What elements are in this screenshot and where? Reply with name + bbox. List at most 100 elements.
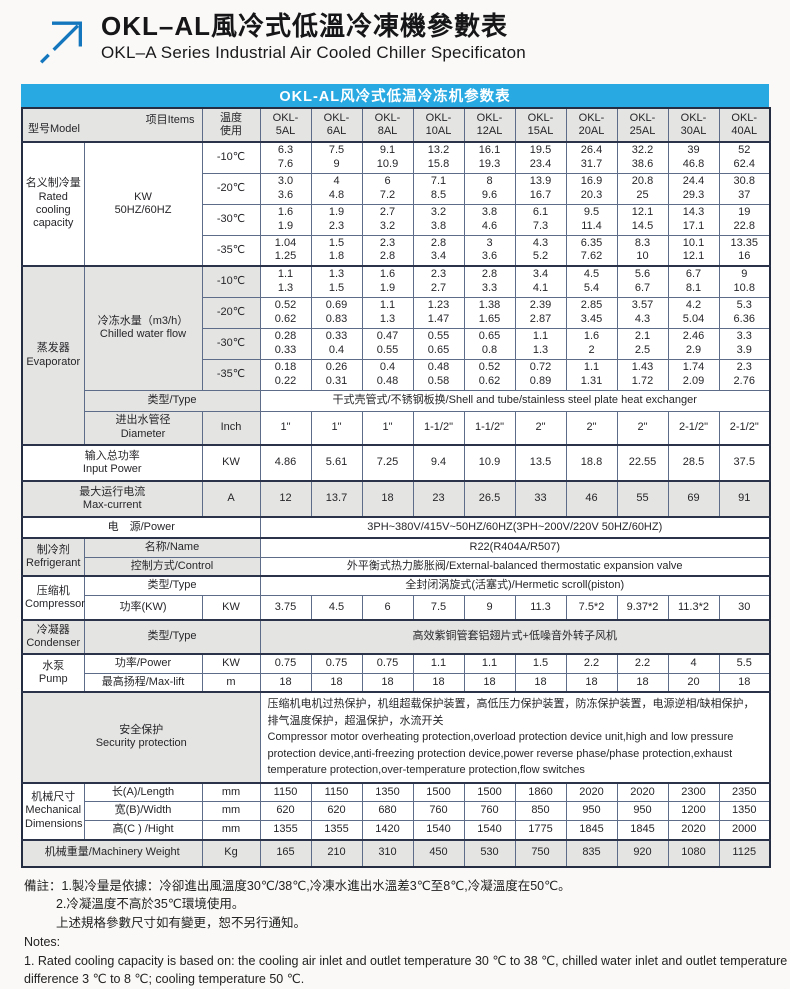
model-header: OKL- 6AL <box>311 108 362 142</box>
table-cell: 2300 <box>668 783 719 802</box>
table-cell: 2.3 2.76 <box>719 359 770 390</box>
table-cell: 26.4 31.7 <box>566 142 617 173</box>
model-axis-label: 型号Model <box>28 123 80 136</box>
table-cell: 6.3 7.6 <box>260 142 311 173</box>
note-line: 上述規格參數尺寸如有變更，恕不另行通知。 <box>24 914 790 933</box>
item-label: 最大运行电流 Max-current <box>22 481 202 517</box>
table-cell: 620 <box>260 802 311 821</box>
table-cell: 4.5 5.4 <box>566 266 617 297</box>
table-cell: 0.28 0.33 <box>260 328 311 359</box>
table-cell: 1.74 2.09 <box>668 359 719 390</box>
temp-label: -20℃ <box>202 173 260 204</box>
table-cell: 760 <box>413 802 464 821</box>
table-cell: 9 10.8 <box>719 266 770 297</box>
table-cell: 2350 <box>719 783 770 802</box>
table-cell: 2" <box>617 411 668 445</box>
table-cell: 30 <box>719 595 770 620</box>
table-cell: 3 3.6 <box>464 235 515 266</box>
table-cell: 2.8 3.3 <box>464 266 515 297</box>
table-cell: 4.2 5.04 <box>668 297 719 328</box>
unit-label: A <box>202 481 260 517</box>
table-cell: 16.9 20.3 <box>566 173 617 204</box>
table-cell: 3.75 <box>260 595 311 620</box>
table-cell: 13.35 16 <box>719 235 770 266</box>
table-cell: 2.3 2.7 <box>413 266 464 297</box>
temp-label: -20℃ <box>202 297 260 328</box>
table-cell: 1.1 <box>464 654 515 673</box>
table-cell: 6.1 7.3 <box>515 204 566 235</box>
item-label: 类型/Type <box>84 576 260 595</box>
table-cell: 20 <box>668 673 719 692</box>
model-items-diagonal-header: 型号Model 项目Items <box>22 108 202 142</box>
table-cell: 1350 <box>362 783 413 802</box>
temp-label: -10℃ <box>202 142 260 173</box>
table-cell: 18 <box>719 673 770 692</box>
table-cell: 16.1 19.3 <box>464 142 515 173</box>
table-cell: 450 <box>413 840 464 867</box>
table-cell: 1.1 1.3 <box>362 297 413 328</box>
item-label: 电 源/Power <box>22 517 260 538</box>
table-cell: 2.1 2.5 <box>617 328 668 359</box>
table-cell: 6 <box>362 595 413 620</box>
table-cell: 2" <box>566 411 617 445</box>
table-cell: 2.8 3.4 <box>413 235 464 266</box>
table-cell: 1775 <box>515 821 566 840</box>
unit-label: KW 50HZ/60HZ <box>84 142 202 266</box>
table-cell: 18 <box>362 673 413 692</box>
table-cell: 680 <box>362 802 413 821</box>
table-cell: 1080 <box>668 840 719 867</box>
section-label: 冷凝器 Condenser <box>22 620 84 654</box>
table-cell: 30.8 37 <box>719 173 770 204</box>
table-cell: 1.6 1.9 <box>362 266 413 297</box>
table-cell: 1.23 1.47 <box>413 297 464 328</box>
table-cell: 835 <box>566 840 617 867</box>
model-header: OKL- 12AL <box>464 108 515 142</box>
table-cell: 2020 <box>617 783 668 802</box>
table-cell: 1355 <box>260 821 311 840</box>
table-cell: 1125 <box>719 840 770 867</box>
unit-label: mm <box>202 802 260 821</box>
table-cell: 1.5 <box>515 654 566 673</box>
table-cell: 1.43 1.72 <box>617 359 668 390</box>
model-header: OKL- 10AL <box>413 108 464 142</box>
table-cell: 18 <box>260 673 311 692</box>
table-cell: 950 <box>617 802 668 821</box>
item-label: 长(A)/Length <box>84 783 202 802</box>
temp-label: -35℃ <box>202 235 260 266</box>
table-cell: 2020 <box>566 783 617 802</box>
table-cell: 1845 <box>566 821 617 840</box>
unit-label: mm <box>202 783 260 802</box>
model-header: OKL- 8AL <box>362 108 413 142</box>
table-cell: 5.5 <box>719 654 770 673</box>
table-cell: 9.1 10.9 <box>362 142 413 173</box>
table-cell: 0.4 0.48 <box>362 359 413 390</box>
table-cell: 0.69 0.83 <box>311 297 362 328</box>
doc-title-en: OKL–A Series Industrial Air Cooled Chill… <box>101 43 526 63</box>
item-label: 控制方式/Control <box>84 557 260 576</box>
table-cell: 18 <box>617 673 668 692</box>
table-cell: 3.4 4.1 <box>515 266 566 297</box>
table-cell: 0.26 0.31 <box>311 359 362 390</box>
condenser-type-value: 高效紫铜管套铝翅片式+低噪音外转子风机 <box>260 620 770 654</box>
table-cell: 1-1/2" <box>464 411 515 445</box>
table-cell: 3.57 4.3 <box>617 297 668 328</box>
table-cell: 1200 <box>668 802 719 821</box>
table-cell: 11.3 <box>515 595 566 620</box>
table-cell: 20.8 25 <box>617 173 668 204</box>
table-cell: 0.52 0.62 <box>260 297 311 328</box>
control-value: 外平衡式热力膨胀阀/External-balanced thermostatic… <box>260 557 770 576</box>
items-axis-label: 项目Items <box>146 114 195 127</box>
table-cell: 1355 <box>311 821 362 840</box>
table-cell: 18 <box>413 673 464 692</box>
table-cell: 24.4 29.3 <box>668 173 719 204</box>
